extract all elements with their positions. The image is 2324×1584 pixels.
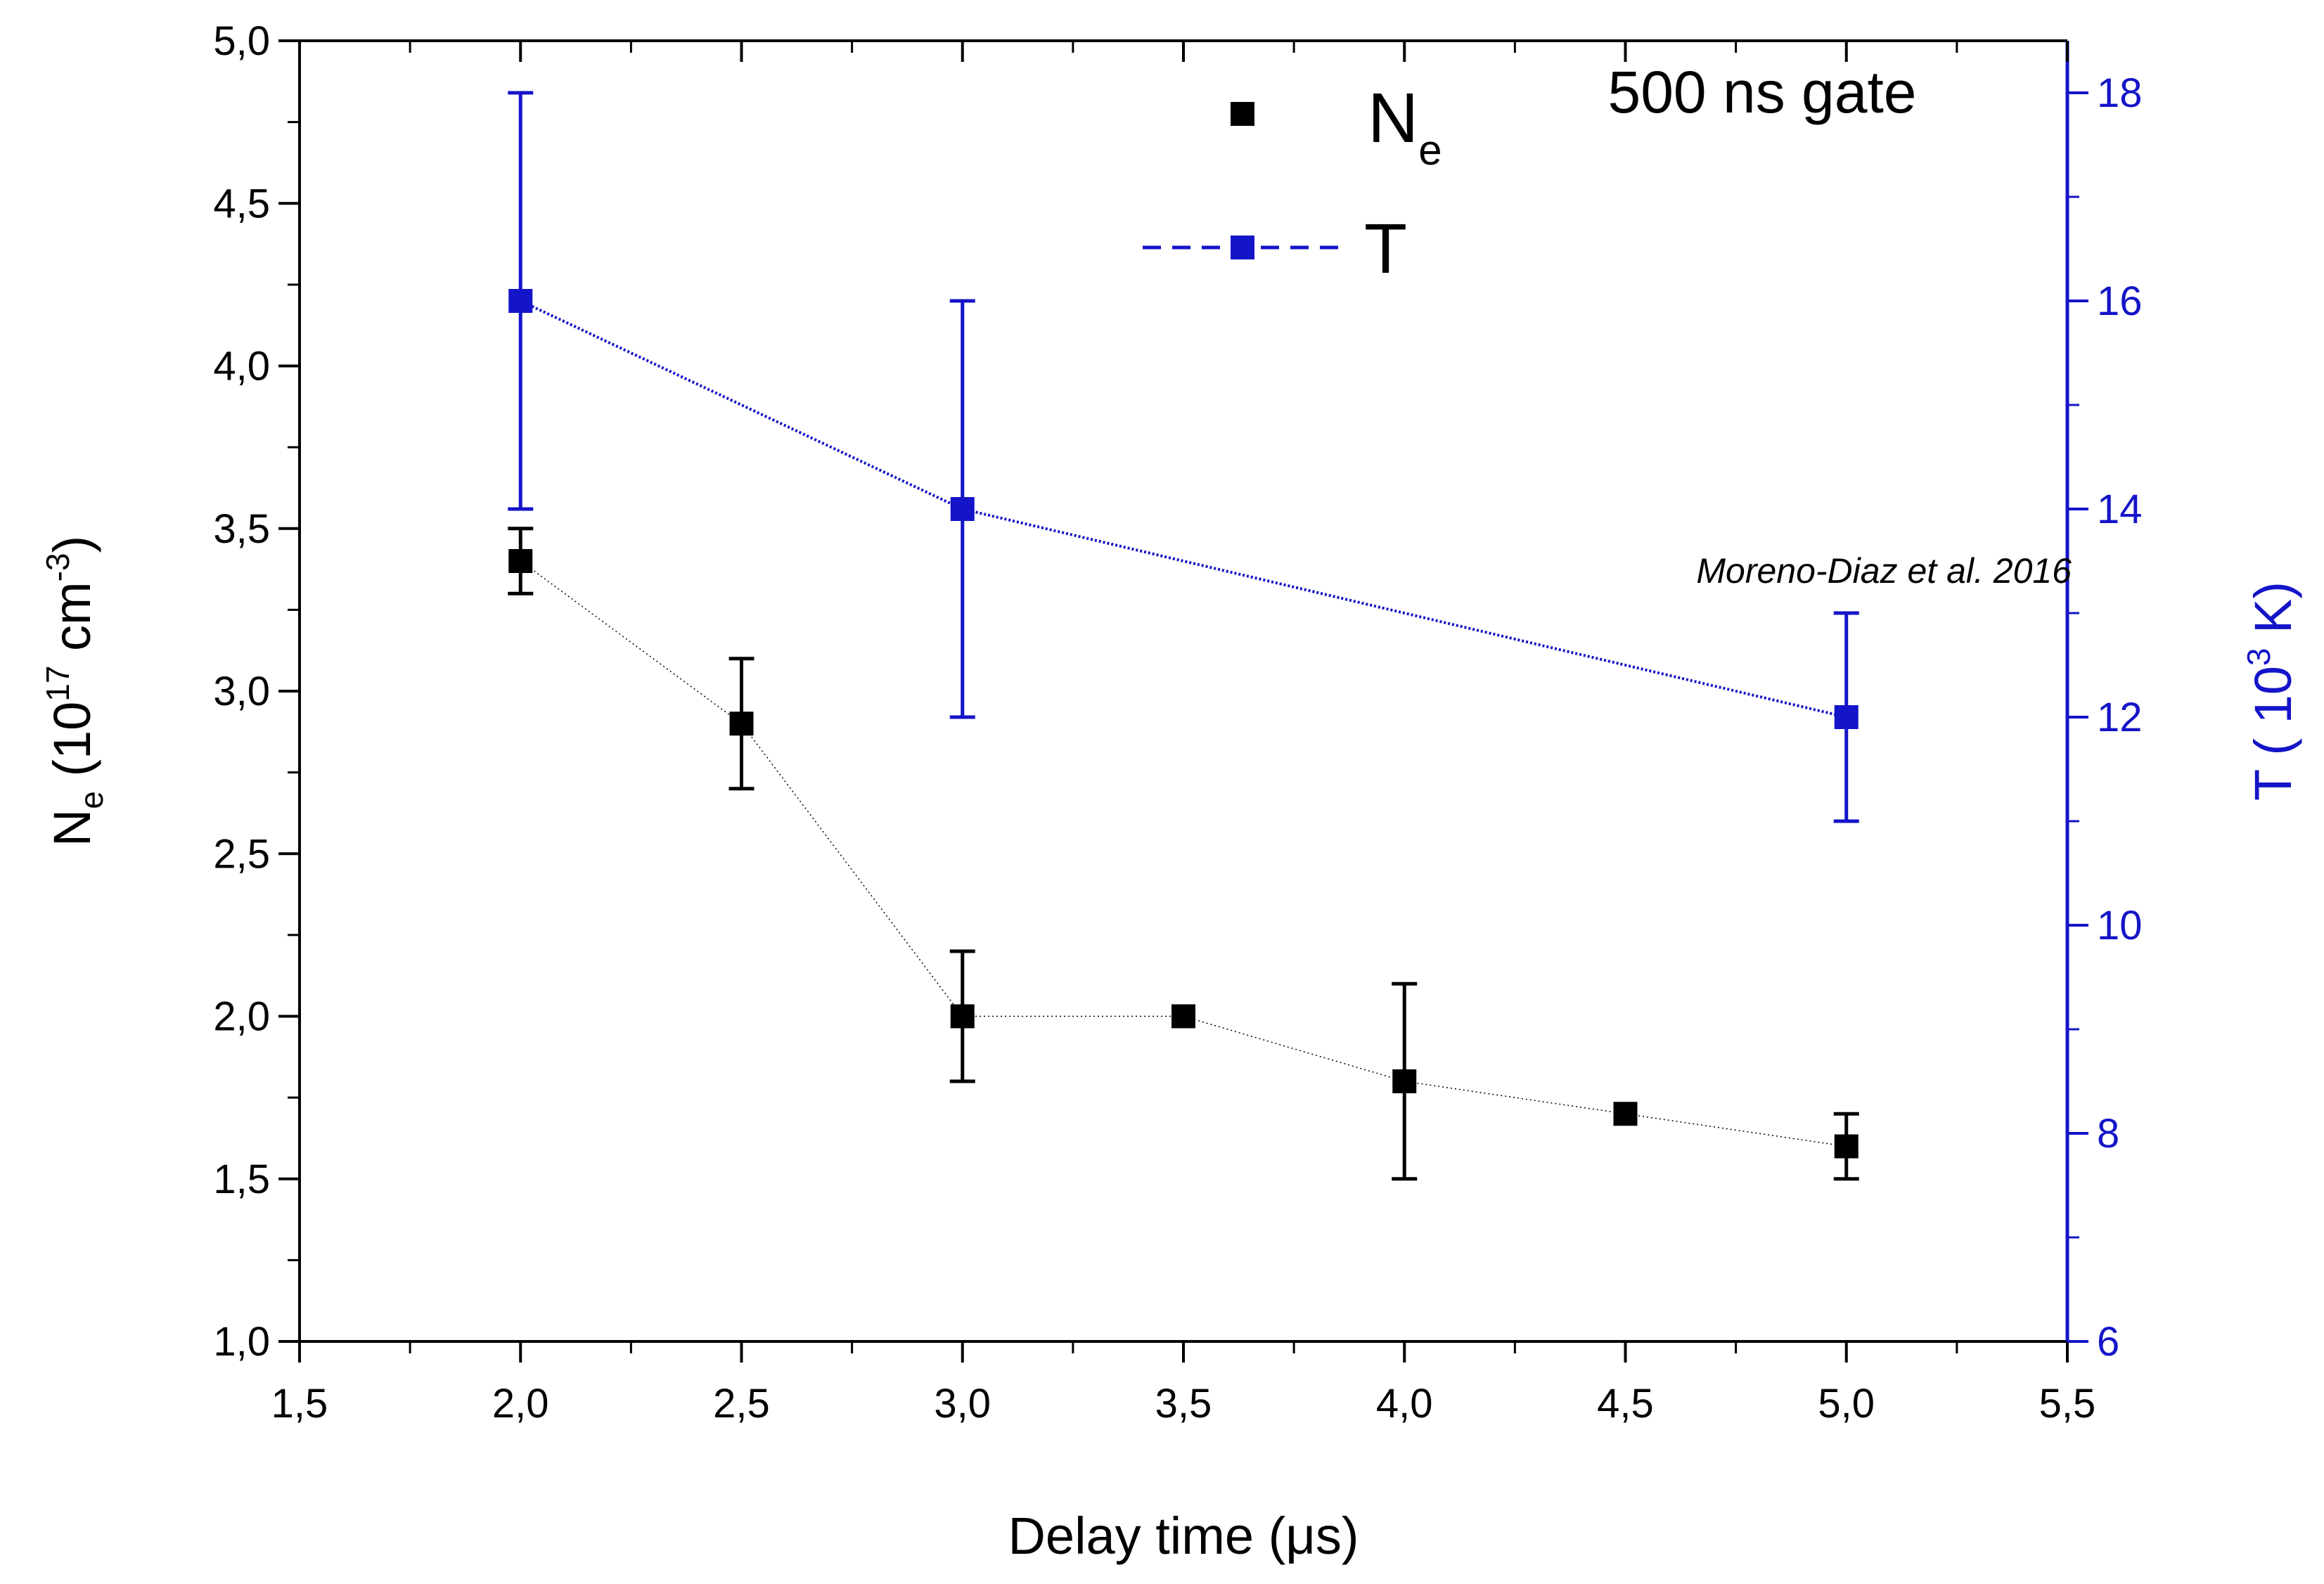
legend-label-T: T bbox=[1364, 210, 1407, 288]
x-tick-label: 2,5 bbox=[713, 1381, 770, 1427]
data-point-Ne bbox=[950, 1004, 975, 1029]
y-right-tick-label: 10 bbox=[2097, 903, 2143, 948]
y-right-axis-title: T ( 103 K) bbox=[2240, 581, 2302, 801]
y-left-tick-label: 2,0 bbox=[213, 994, 270, 1040]
legend-label-Ne-main: N bbox=[1368, 79, 1418, 157]
x-tick-label: 5,0 bbox=[1818, 1381, 1875, 1427]
citation-text: Moreno-Diaz et al. 2016 bbox=[1696, 551, 2072, 591]
data-point-Ne bbox=[1392, 1069, 1417, 1093]
y-left-title-units-mid: cm bbox=[43, 581, 101, 665]
x-tick-label: 4,5 bbox=[1597, 1381, 1654, 1427]
y-right-title-main: T ( 10 bbox=[2244, 666, 2302, 801]
annotation-gate: 500 ns gate bbox=[1607, 59, 1916, 125]
y-left-tick-label: 1,0 bbox=[213, 1319, 270, 1365]
y-right-tick-label: 14 bbox=[2097, 487, 2143, 532]
legend-label-Ne: Ne bbox=[1368, 79, 1442, 174]
y-left-title-sub: e bbox=[73, 791, 110, 809]
data-point-Ne bbox=[1613, 1102, 1638, 1126]
x-tick-label: 1,5 bbox=[271, 1381, 328, 1427]
x-axis-title: Delay time (μs) bbox=[1008, 1507, 1359, 1565]
y-right-title-close: K) bbox=[2244, 581, 2302, 648]
y-left-title-main: N bbox=[43, 809, 101, 846]
y-left-tick-label: 5,0 bbox=[213, 18, 270, 64]
data-point-T bbox=[950, 497, 975, 521]
x-tick-label: 2,0 bbox=[492, 1381, 549, 1427]
y-left-tick-label: 2,5 bbox=[213, 831, 270, 877]
legend-marker-T bbox=[1231, 236, 1254, 259]
x-tick-label: 3,0 bbox=[934, 1381, 991, 1427]
data-point-Ne bbox=[1834, 1134, 1858, 1159]
data-point-Ne bbox=[729, 711, 754, 736]
y-left-title-units: (10 bbox=[43, 702, 101, 792]
y-left-title-exp: 17 bbox=[39, 666, 76, 702]
y-left-title-exp2: -3 bbox=[39, 553, 76, 581]
y-right-tick-label: 12 bbox=[2097, 695, 2143, 740]
y-left-tick-label: 3,5 bbox=[213, 506, 270, 552]
y-right-tick-label: 6 bbox=[2097, 1319, 2119, 1365]
data-point-Ne bbox=[508, 549, 533, 573]
legend-marker-Ne bbox=[1231, 102, 1254, 126]
y-left-tick-label: 4,0 bbox=[213, 344, 270, 389]
y-left-tick-label: 4,5 bbox=[213, 181, 270, 226]
y-left-title-close: ) bbox=[43, 536, 101, 553]
x-tick-label: 4,0 bbox=[1376, 1381, 1433, 1427]
y-right-tick-label: 8 bbox=[2097, 1111, 2119, 1157]
y-right-tick-label: 18 bbox=[2097, 70, 2143, 116]
data-point-T bbox=[1834, 705, 1858, 729]
y-left-tick-label: 3,0 bbox=[213, 669, 270, 714]
data-point-T bbox=[508, 289, 533, 313]
y-left-axis-title: Ne (1017 cm-3) bbox=[39, 536, 110, 847]
y-right-title-exp: 3 bbox=[2240, 648, 2277, 667]
y-right-tick-label: 16 bbox=[2097, 278, 2143, 324]
x-tick-label: 3,5 bbox=[1155, 1381, 1212, 1427]
legend-label-Ne-sub: e bbox=[1418, 127, 1442, 174]
y-left-tick-label: 1,5 bbox=[213, 1157, 270, 1202]
x-tick-label: 5,5 bbox=[2039, 1381, 2096, 1427]
series-line-T bbox=[520, 300, 1847, 719]
data-point-Ne bbox=[1171, 1004, 1195, 1029]
